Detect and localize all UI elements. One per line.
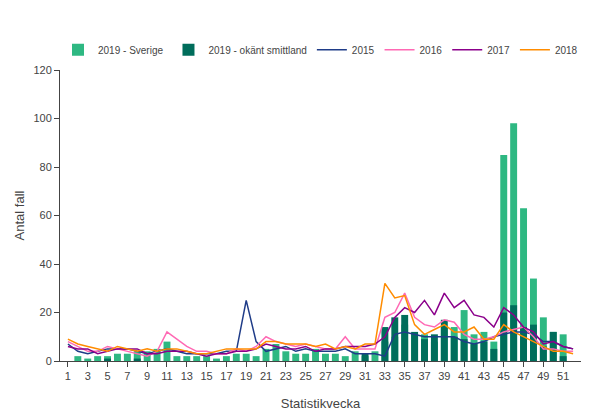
- svg-text:41: 41: [458, 370, 470, 382]
- svg-text:120: 120: [33, 64, 51, 76]
- svg-text:5: 5: [104, 370, 110, 382]
- svg-text:60: 60: [40, 209, 52, 221]
- svg-text:7: 7: [124, 370, 130, 382]
- svg-text:2018: 2018: [555, 45, 578, 56]
- svg-text:51: 51: [557, 370, 569, 382]
- svg-text:39: 39: [438, 370, 450, 382]
- svg-text:19: 19: [240, 370, 252, 382]
- svg-text:27: 27: [319, 370, 331, 382]
- svg-text:31: 31: [359, 370, 371, 382]
- svg-text:15: 15: [200, 370, 212, 382]
- svg-text:23: 23: [280, 370, 292, 382]
- svg-text:47: 47: [517, 370, 529, 382]
- svg-text:13: 13: [181, 370, 193, 382]
- svg-text:2017: 2017: [487, 45, 510, 56]
- svg-text:20: 20: [40, 306, 52, 318]
- svg-text:2019 - okänt smittland: 2019 - okänt smittland: [208, 45, 306, 56]
- svg-text:21: 21: [260, 370, 272, 382]
- svg-text:Statistikvecka: Statistikvecka: [281, 396, 361, 411]
- svg-text:17: 17: [220, 370, 232, 382]
- svg-text:0: 0: [46, 355, 52, 367]
- svg-text:45: 45: [498, 370, 510, 382]
- svg-text:37: 37: [418, 370, 430, 382]
- svg-text:29: 29: [339, 370, 351, 382]
- svg-text:33: 33: [379, 370, 391, 382]
- svg-text:49: 49: [537, 370, 549, 382]
- svg-text:2019 - Sverige: 2019 - Sverige: [98, 45, 163, 56]
- svg-text:100: 100: [33, 112, 51, 124]
- svg-text:43: 43: [478, 370, 490, 382]
- svg-text:2015: 2015: [352, 45, 375, 56]
- svg-text:25: 25: [300, 370, 312, 382]
- svg-text:2016: 2016: [420, 45, 443, 56]
- svg-text:40: 40: [40, 258, 52, 270]
- svg-text:80: 80: [40, 161, 52, 173]
- svg-text:11: 11: [161, 370, 172, 382]
- svg-text:35: 35: [399, 370, 411, 382]
- svg-text:9: 9: [144, 370, 150, 382]
- svg-text:3: 3: [85, 370, 91, 382]
- svg-text:1: 1: [65, 370, 71, 382]
- svg-text:Antal fall: Antal fall: [12, 190, 27, 240]
